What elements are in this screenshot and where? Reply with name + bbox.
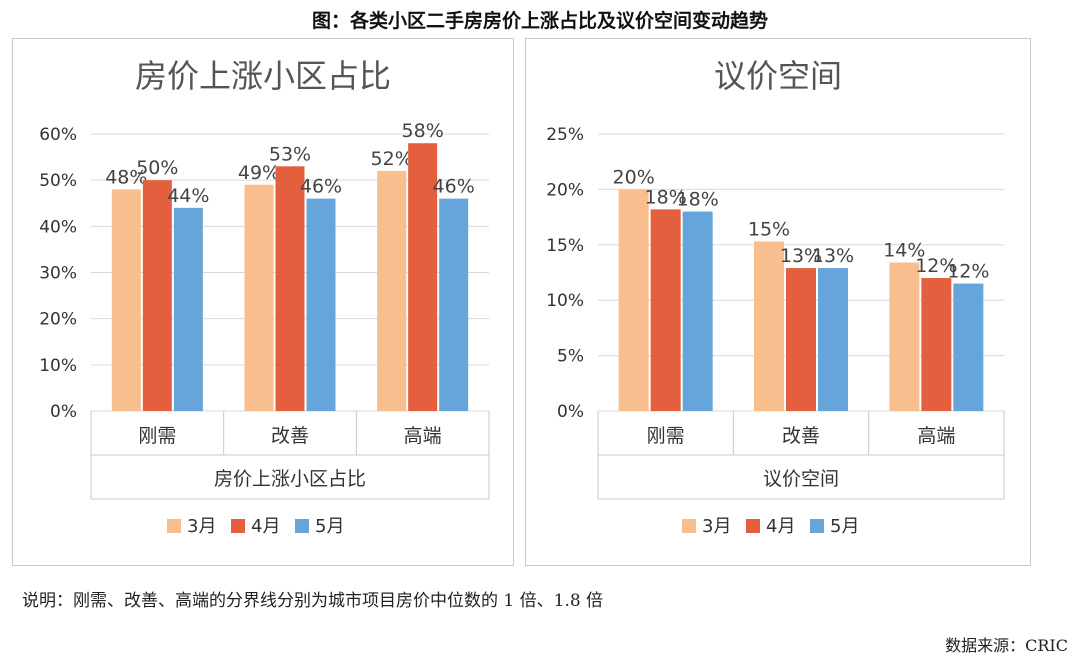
bar-bargain-改善-5月 bbox=[818, 268, 848, 411]
y-tick-label-bargain: 10% bbox=[546, 291, 584, 311]
data-label-price-rise-刚需-4月: 50% bbox=[136, 157, 178, 179]
y-tick-label-price-rise: 20% bbox=[39, 310, 77, 330]
data-label-bargain-刚需-3月: 20% bbox=[613, 166, 655, 188]
data-label-bargain-改善-5月: 13% bbox=[812, 245, 854, 267]
chart-panel-bargain-space: 议价空间 0% 5% 10% 15% 20% 25% 20% 18% 18% 刚需 15% 13% 13%… bbox=[525, 38, 1031, 566]
chart-panel-price-rise: 房价上涨小区占比 0% 10% 20% 30% 40% 50% 60% 48% 50% 44% 刚需 4… bbox=[12, 38, 514, 566]
data-label-bargain-改善-3月: 15% bbox=[748, 218, 790, 240]
y-tick-label-price-rise: 30% bbox=[39, 264, 77, 284]
data-label-price-rise-刚需-3月: 48% bbox=[105, 166, 147, 188]
bar-price-rise-高端-3月 bbox=[377, 170, 407, 411]
bar-price-rise-改善-4月 bbox=[275, 166, 305, 411]
category-label-price-rise: 高端 bbox=[404, 425, 442, 447]
data-label-price-rise-刚需-5月: 44% bbox=[167, 185, 209, 207]
data-label-price-rise-高端-5月: 46% bbox=[433, 176, 475, 198]
bar-bargain-刚需-4月 bbox=[650, 209, 681, 411]
footnote: 说明：刚需、改善、高端的分界线分别为城市项目房价中位数的 1 倍、1.8 倍 bbox=[22, 591, 604, 611]
bar-bargain-高端-5月 bbox=[953, 283, 984, 411]
data-label-bargain-改善-4月: 13% bbox=[780, 245, 822, 267]
chart-title-price-rise: 房价上涨小区占比 bbox=[135, 57, 391, 95]
bar-bargain-改善-3月 bbox=[754, 241, 784, 411]
category-label-bargain: 刚需 bbox=[647, 425, 685, 447]
bar-price-rise-改善-3月 bbox=[244, 184, 274, 411]
bar-bargain-刚需-5月 bbox=[682, 211, 713, 411]
legend-swatch-bargain bbox=[810, 519, 824, 533]
bar-price-rise-高端-5月 bbox=[439, 198, 469, 411]
bar-bargain-改善-4月 bbox=[786, 268, 816, 411]
bar-price-rise-刚需-3月 bbox=[111, 189, 141, 411]
category-label-bargain: 高端 bbox=[917, 425, 955, 447]
legend-swatch-price-rise bbox=[295, 519, 309, 533]
y-tick-label-bargain: 0% bbox=[557, 402, 584, 422]
y-tick-label-bargain: 15% bbox=[546, 236, 584, 256]
x-axis-title-price-rise: 房价上涨小区占比 bbox=[214, 468, 366, 490]
chart-title-bargain: 议价空间 bbox=[714, 57, 842, 95]
data-label-bargain-高端-4月: 12% bbox=[915, 255, 957, 277]
bar-price-rise-改善-5月 bbox=[306, 198, 336, 411]
data-source: 数据来源：CRIC bbox=[945, 636, 1068, 655]
bar-bargain-刚需-3月 bbox=[618, 189, 649, 411]
legend-label-price-rise: 5月 bbox=[315, 516, 344, 537]
y-tick-label-price-rise: 10% bbox=[39, 356, 77, 376]
x-axis-title-bargain: 议价空间 bbox=[763, 468, 839, 490]
bar-price-rise-高端-4月 bbox=[408, 143, 438, 411]
data-label-price-rise-改善-5月: 46% bbox=[300, 176, 342, 198]
y-tick-label-price-rise: 50% bbox=[39, 171, 77, 191]
y-tick-label-bargain: 20% bbox=[546, 180, 584, 200]
chart-bargain-space: 议价空间0%5%10%15%20%25%20%18%18%刚需15%13%13%… bbox=[546, 57, 1005, 537]
bar-bargain-高端-4月 bbox=[921, 278, 952, 411]
data-label-price-rise-高端-4月: 58% bbox=[402, 120, 444, 142]
y-tick-label-price-rise: 40% bbox=[39, 217, 77, 237]
data-label-price-rise-改善-4月: 53% bbox=[269, 143, 311, 165]
data-label-price-rise-改善-3月: 49% bbox=[238, 162, 280, 184]
y-tick-label-bargain: 25% bbox=[546, 125, 584, 145]
category-label-price-rise: 改善 bbox=[271, 425, 309, 447]
figure-title: 图：各类小区二手房房价上涨占比及议价空间变动趋势 bbox=[311, 10, 768, 32]
y-tick-label-bargain: 5% bbox=[557, 347, 584, 367]
bar-price-rise-刚需-4月 bbox=[142, 180, 172, 411]
legend-swatch-bargain bbox=[746, 519, 760, 533]
legend-label-bargain: 3月 bbox=[702, 516, 731, 537]
bar-price-rise-刚需-5月 bbox=[173, 207, 203, 411]
legend-label-price-rise: 3月 bbox=[187, 516, 216, 537]
data-label-price-rise-高端-3月: 52% bbox=[371, 148, 413, 170]
data-label-bargain-刚需-5月: 18% bbox=[677, 189, 719, 211]
legend-label-price-rise: 4月 bbox=[251, 516, 280, 537]
category-label-price-rise: 刚需 bbox=[138, 425, 176, 447]
data-label-bargain-高端-3月: 14% bbox=[883, 240, 925, 262]
chart-price-rise-share: 房价上涨小区占比0%10%20%30%40%50%60%48%50%44%刚需4… bbox=[39, 57, 490, 537]
legend-label-bargain: 5月 bbox=[830, 516, 859, 537]
y-tick-label-price-rise: 0% bbox=[50, 402, 77, 422]
data-label-bargain-刚需-4月: 18% bbox=[645, 186, 687, 208]
bar-bargain-高端-3月 bbox=[889, 262, 920, 411]
category-label-bargain: 改善 bbox=[782, 425, 820, 447]
legend-swatch-price-rise bbox=[231, 519, 245, 533]
legend-label-bargain: 4月 bbox=[766, 516, 795, 537]
data-label-bargain-高端-5月: 12% bbox=[947, 261, 989, 283]
legend-swatch-price-rise bbox=[167, 519, 181, 533]
legend-swatch-bargain bbox=[682, 519, 696, 533]
y-tick-label-price-rise: 60% bbox=[39, 125, 77, 145]
